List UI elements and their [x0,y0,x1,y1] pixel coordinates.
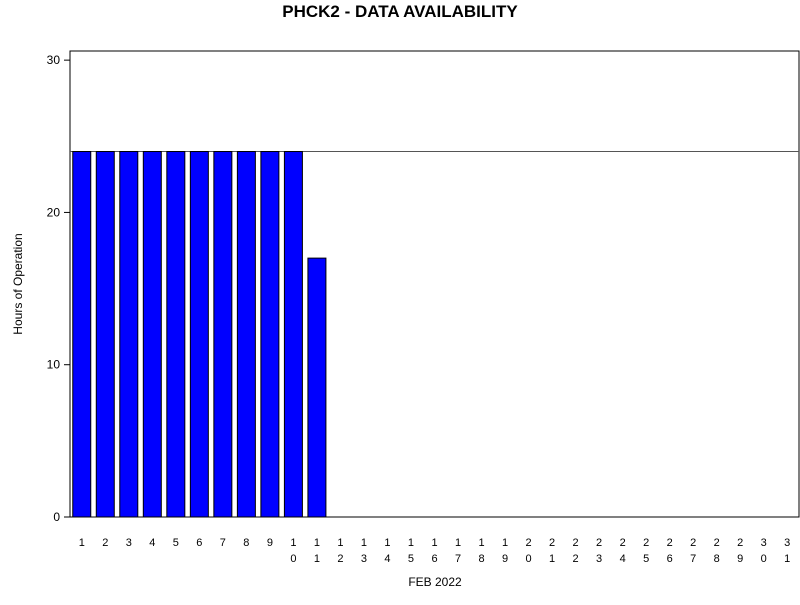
y-tick-label: 20 [47,205,61,219]
bar [260,151,280,518]
bar [119,151,139,518]
x-tick-label: 5 [173,537,179,549]
bar [283,151,303,518]
x-tick-label: 2 [102,537,108,549]
y-tick-label: 0 [53,510,60,524]
y-axis-label: Hours of Operation [11,233,25,334]
x-tick-label: 1 [79,537,85,549]
bar [95,151,115,518]
chart-title: PHCK2 - DATA AVAILABILITY [282,2,518,21]
bar [213,151,233,518]
bar [236,151,256,518]
x-tick-label: 9 [267,537,273,549]
x-tick-label: 4 [149,537,155,549]
x-tick-label: 8 [243,537,249,549]
x-tick-label: 3 [126,537,132,549]
bar [189,151,209,518]
bar [72,151,92,518]
x-tick-label: 6 [196,537,202,549]
x-axis-label: FEB 2022 [408,575,462,589]
y-tick-label: 10 [47,358,61,372]
bar [307,257,327,518]
bar [142,151,162,518]
plot-frame [69,50,800,518]
y-tick-label: 30 [47,53,61,67]
bar [166,151,186,518]
x-tick-label: 7 [220,537,226,549]
